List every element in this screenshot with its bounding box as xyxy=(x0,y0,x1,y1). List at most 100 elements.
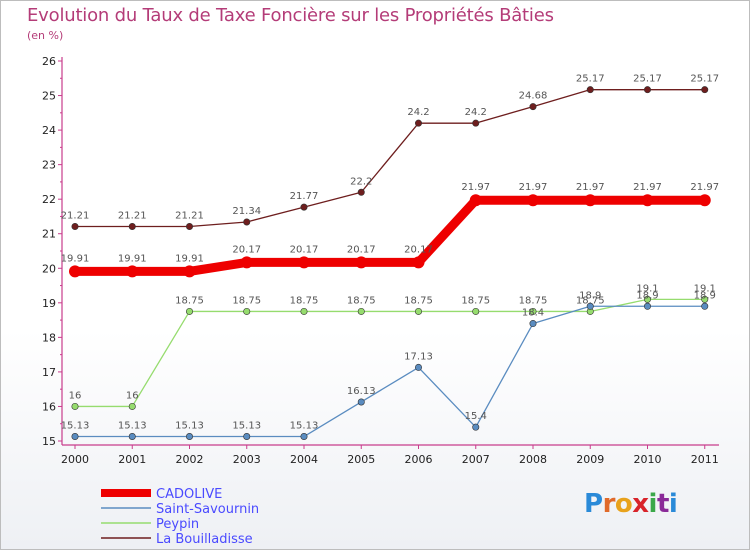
y-tick-label: 23 xyxy=(42,159,56,172)
data-point xyxy=(186,222,194,230)
data-label: 19.1 xyxy=(636,283,658,294)
data-label: 18.75 xyxy=(404,295,433,306)
data-label: 19.91 xyxy=(175,253,204,264)
data-point xyxy=(584,194,597,207)
data-point xyxy=(472,307,480,315)
data-point xyxy=(300,433,308,441)
data-label: 24.2 xyxy=(465,107,487,118)
y-tick-label: 20 xyxy=(42,262,56,275)
data-label: 21.21 xyxy=(118,210,147,221)
data-label: 16.13 xyxy=(347,386,376,397)
data-label: 17.13 xyxy=(404,351,433,362)
data-point xyxy=(128,433,136,441)
legend-label: Peypin xyxy=(156,517,199,532)
data-label: 21.77 xyxy=(290,191,319,202)
data-point xyxy=(186,433,194,441)
series-line-peypin xyxy=(74,298,706,408)
data-point xyxy=(183,265,196,278)
y-tick-label: 21 xyxy=(42,228,56,241)
y-tick-label: 25 xyxy=(42,90,56,103)
data-point xyxy=(300,203,308,211)
x-tick-label: 2011 xyxy=(691,453,719,466)
data-point xyxy=(529,307,537,315)
data-label: 18.9 xyxy=(636,290,658,301)
data-label: 18.75 xyxy=(576,295,605,306)
data-label: 21.97 xyxy=(690,182,719,193)
data-point xyxy=(71,433,79,441)
data-label: 20.17 xyxy=(232,244,261,255)
data-label: 18.75 xyxy=(347,295,376,306)
x-tick-label: 2005 xyxy=(347,453,375,466)
chart-title: Evolution du Taux de Taxe Foncière sur l… xyxy=(27,5,554,26)
data-label: 18.75 xyxy=(175,295,204,306)
y-axis-unit: (en %) xyxy=(27,29,64,42)
data-point xyxy=(643,86,651,94)
data-label: 19.91 xyxy=(61,253,90,264)
data-label: 21.21 xyxy=(175,210,204,221)
data-label: 18.75 xyxy=(232,295,261,306)
logo-letter: P xyxy=(584,489,603,519)
data-point xyxy=(641,194,654,207)
y-tick-label: 18 xyxy=(42,331,56,344)
series-line-cadolive xyxy=(70,195,710,276)
proxiti-logo: Proxiti xyxy=(584,489,678,519)
data-label: 21.97 xyxy=(519,182,548,193)
data-point xyxy=(71,222,79,230)
x-tick-label: 2010 xyxy=(634,453,662,466)
logo-letter: i xyxy=(668,489,678,519)
x-tick-label: 2009 xyxy=(576,453,604,466)
y-tick-label: 19 xyxy=(42,297,56,310)
series-line-la-bouilladisse xyxy=(74,89,706,228)
data-label: 16 xyxy=(69,390,82,401)
data-label: 18.75 xyxy=(290,295,319,306)
x-tick-label: 2000 xyxy=(61,453,89,466)
data-label: 25.17 xyxy=(690,74,719,85)
data-point xyxy=(701,295,709,303)
data-point xyxy=(529,320,537,328)
data-point xyxy=(357,307,365,315)
data-label: 18.75 xyxy=(461,295,490,306)
logo-letter: x xyxy=(632,489,649,519)
legend-label: La Bouilladisse xyxy=(156,532,253,547)
data-point xyxy=(186,307,194,315)
data-label: 15.13 xyxy=(118,421,147,432)
data-point xyxy=(412,256,425,269)
data-label: 21.97 xyxy=(576,182,605,193)
data-label: 15.13 xyxy=(175,421,204,432)
data-label: 21.21 xyxy=(61,210,90,221)
y-tick-label: 24 xyxy=(42,124,56,137)
data-label: 16 xyxy=(126,390,139,401)
data-point xyxy=(701,86,709,94)
data-point xyxy=(126,265,139,278)
data-label: 20.17 xyxy=(290,244,319,255)
data-label: 21.34 xyxy=(232,206,261,217)
data-point xyxy=(529,103,537,111)
data-label: 19.91 xyxy=(118,253,147,264)
x-tick-label: 2001 xyxy=(118,453,146,466)
data-point xyxy=(701,302,709,310)
data-label: 22.2 xyxy=(350,176,372,187)
data-label: 18.9 xyxy=(579,290,601,301)
legend-label: Saint-Savournin xyxy=(156,502,259,517)
data-point xyxy=(240,256,253,269)
data-point xyxy=(586,86,594,94)
data-point xyxy=(243,218,251,226)
data-point xyxy=(414,119,422,127)
y-tick-label: 22 xyxy=(42,193,56,206)
data-point xyxy=(698,194,711,207)
data-point xyxy=(300,307,308,315)
data-point xyxy=(527,194,539,207)
data-point xyxy=(472,423,480,431)
data-point xyxy=(243,307,251,315)
data-point xyxy=(128,402,136,410)
data-point xyxy=(643,295,651,303)
data-label: 18.9 xyxy=(694,290,716,301)
data-point xyxy=(71,402,79,410)
x-tick-label: 2003 xyxy=(233,453,261,466)
data-point xyxy=(243,433,251,441)
series-line-saint-savournin xyxy=(74,305,706,438)
y-tick-label: 26 xyxy=(42,55,56,68)
data-label: 18.75 xyxy=(519,295,548,306)
